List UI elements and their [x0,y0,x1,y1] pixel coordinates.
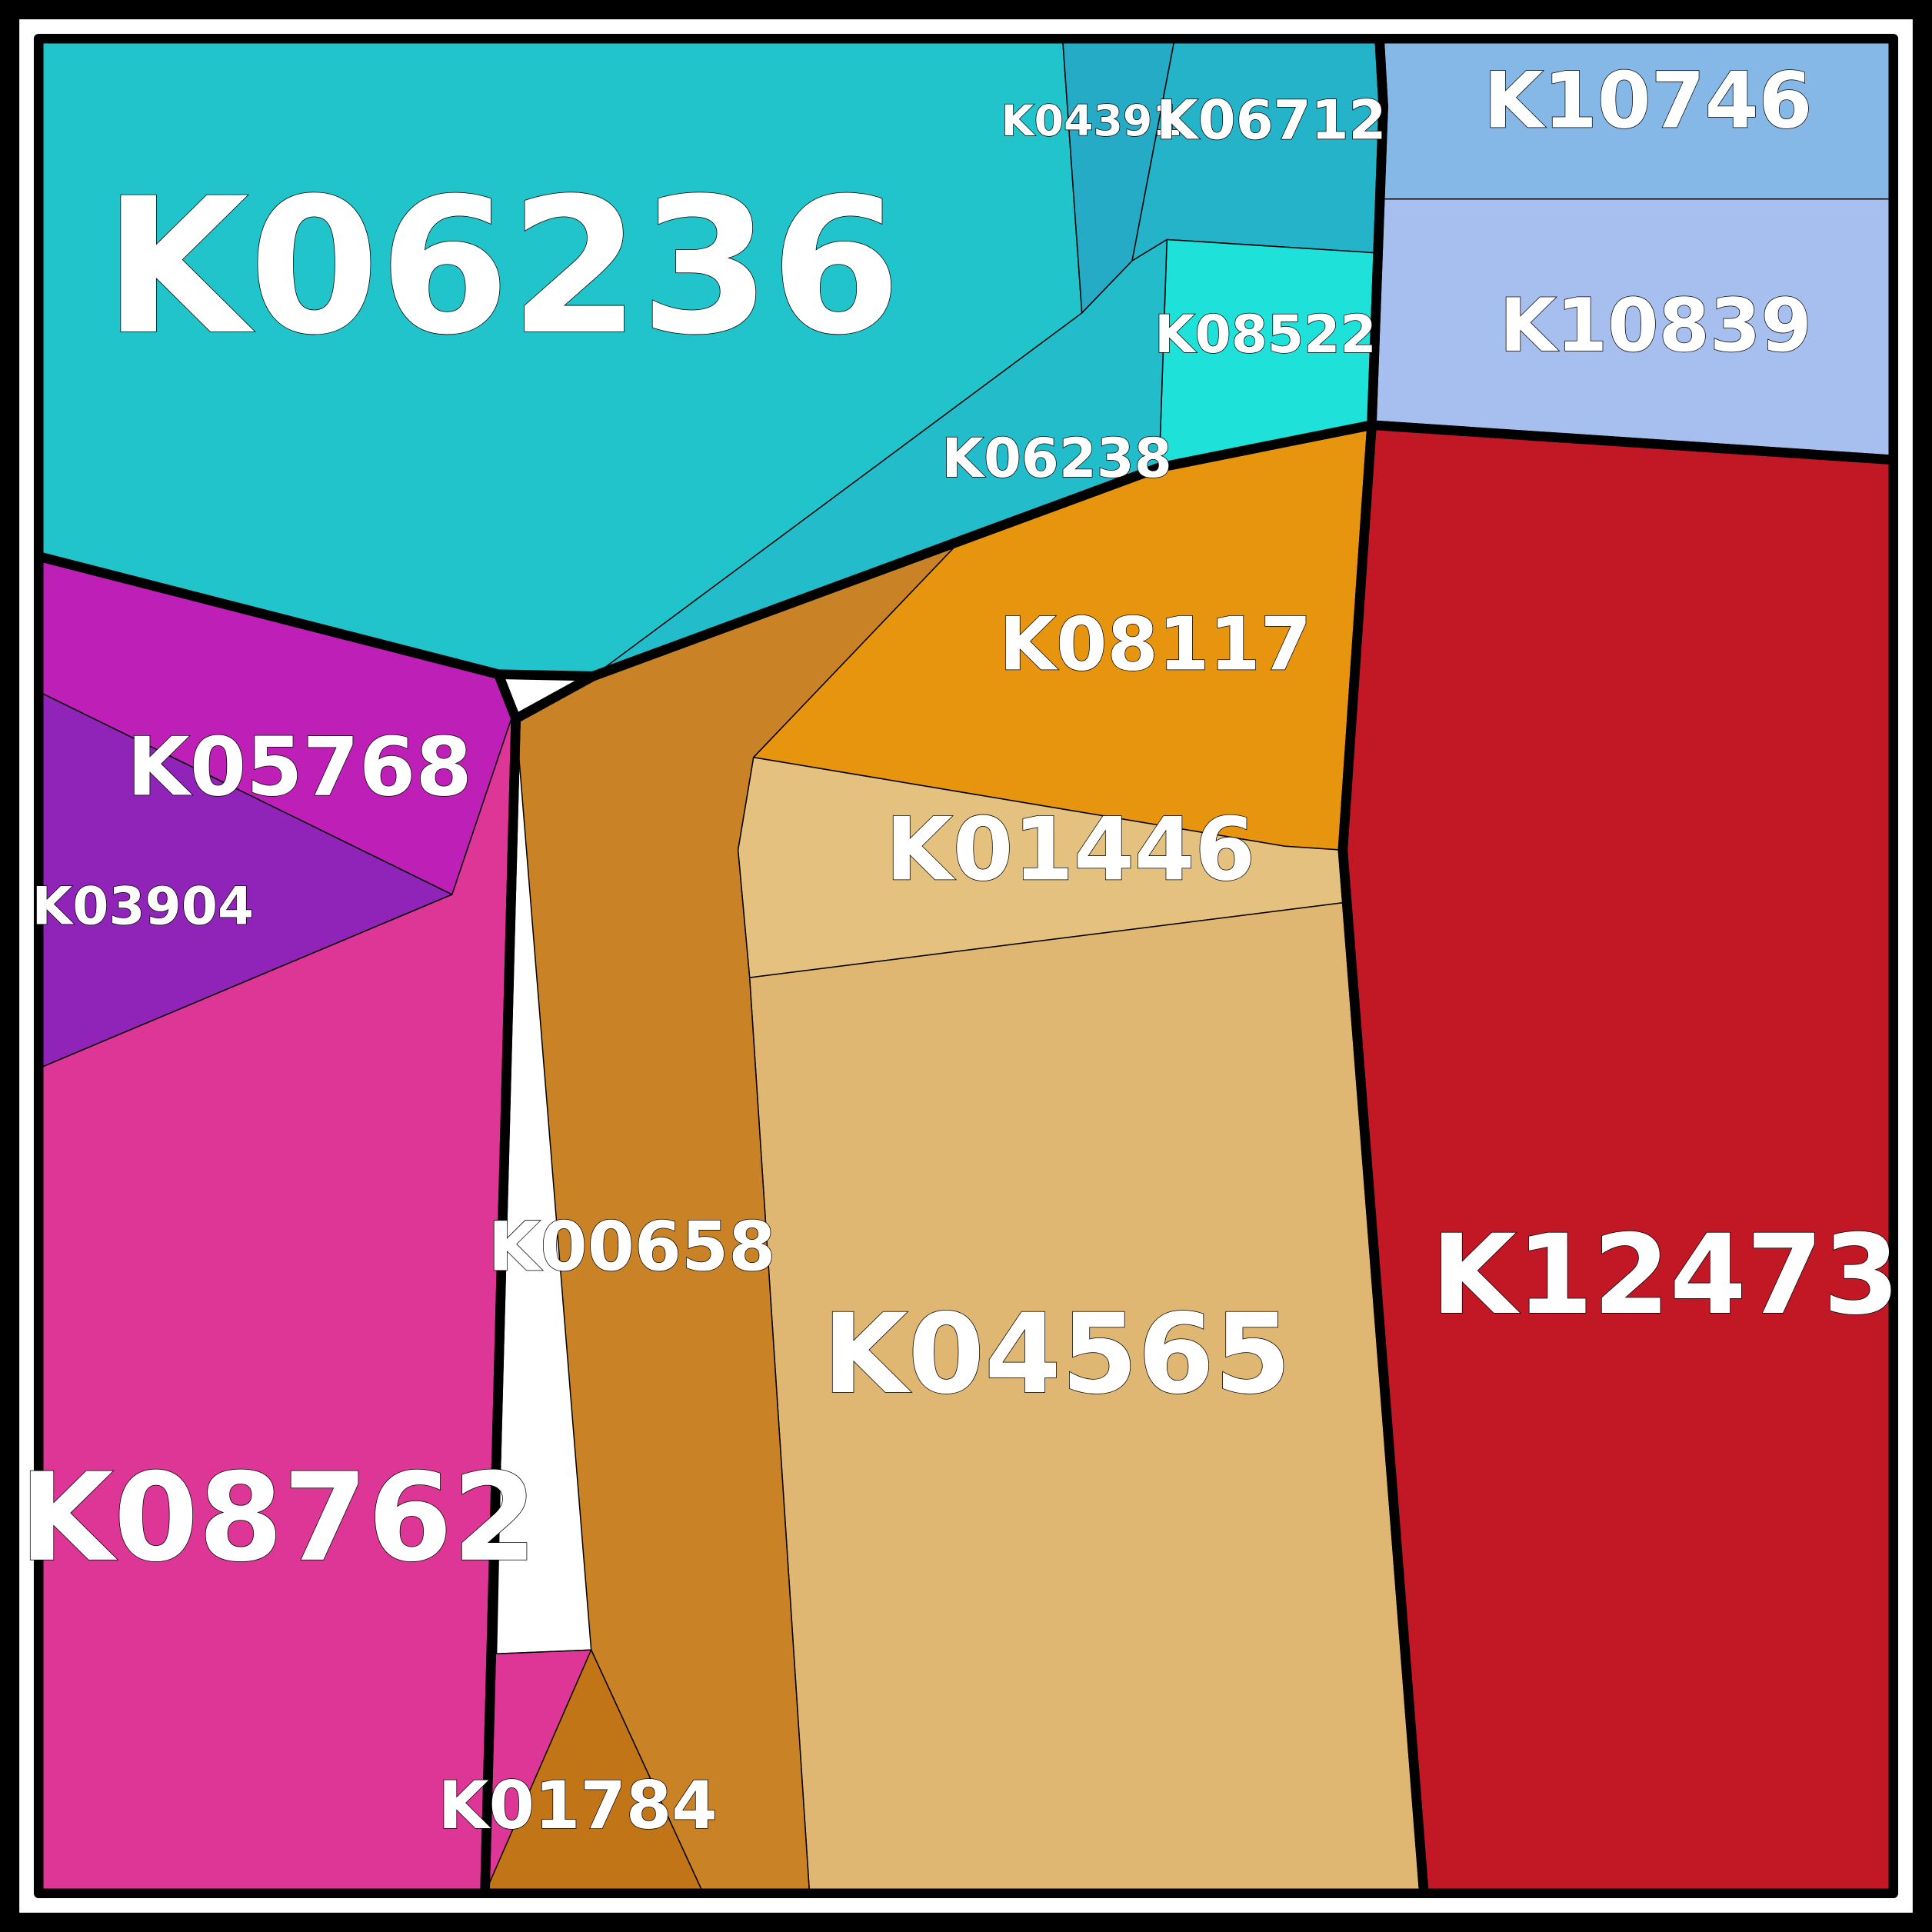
label-K01784: K01784 [438,1768,717,1844]
cell-K12473 [1343,425,1894,1894]
label-K06236: K06236 [104,158,901,376]
voronoi-treemap: K06236 K04391K06712 K08522 K06238 K10746 K108… [0,0,1932,1932]
label-K05768: K05768 [127,720,472,814]
label-K01446: K01446 [885,799,1255,901]
label-K10746: K10746 [1484,56,1812,146]
label-K04391: K04391 [1001,97,1182,146]
label-K06712: K06712 [1156,88,1386,152]
label-K08762: K08762 [19,1447,537,1589]
treemap-svg: K06236 K04391K06712 K08522 K06238 K10746 K108… [0,0,1932,1932]
label-K06238: K06238 [941,427,1171,490]
label-K04565: K04565 [823,1290,1291,1418]
label-K08117: K08117 [999,601,1311,687]
label-K10839: K10839 [1500,282,1812,368]
label-K08522: K08522 [1154,304,1376,365]
label-K00658: K00658 [488,1208,775,1287]
label-K12473: K12473 [1431,1211,1900,1339]
label-K03904: K03904 [32,876,254,937]
